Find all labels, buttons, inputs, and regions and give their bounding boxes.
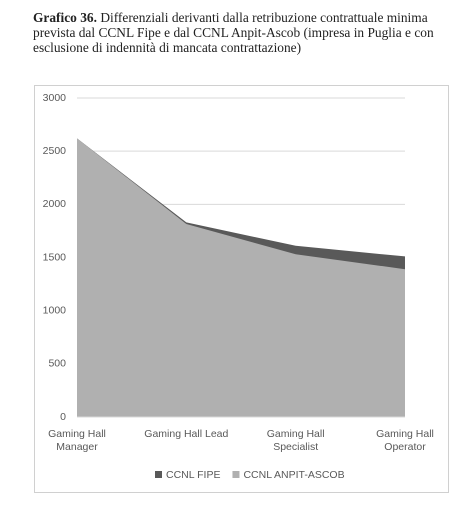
y-tick-label: 3000 bbox=[43, 92, 67, 104]
x-tick-line: Operator bbox=[384, 441, 426, 453]
y-tick-label: 500 bbox=[48, 358, 66, 370]
x-tick-line: Manager bbox=[56, 441, 98, 453]
x-tick-label: Gaming Hall Manager bbox=[48, 428, 106, 453]
x-tick-line: Gaming Hall bbox=[48, 428, 106, 440]
x-tick-line: Gaming Hall bbox=[376, 428, 434, 440]
x-tick-label: Gaming Hall Specialist bbox=[267, 428, 325, 453]
title-label: Grafico 36. bbox=[33, 10, 97, 25]
legend-swatch bbox=[155, 471, 162, 478]
y-tick-label: 2500 bbox=[43, 145, 67, 157]
legend-swatch bbox=[232, 471, 240, 478]
y-tick-label: 1500 bbox=[43, 251, 67, 263]
y-tick-label: 1000 bbox=[43, 304, 67, 316]
x-tick-line: Gaming Hall bbox=[267, 428, 325, 440]
y-tick-label: 0 bbox=[60, 411, 66, 423]
legend-label: CCNL ANPIT-ASCOB bbox=[243, 469, 344, 481]
x-tick-label: Gaming Hall Lead bbox=[144, 428, 228, 440]
legend-label: CCNL FIPE bbox=[166, 469, 220, 481]
area bbox=[77, 138, 405, 417]
chart-frame bbox=[34, 85, 449, 493]
y-tick-label: 2000 bbox=[43, 198, 67, 210]
chart-title: Grafico 36. Differenziali derivanti dall… bbox=[33, 10, 451, 55]
x-tick-line: Specialist bbox=[273, 441, 318, 453]
title-text: Differenziali derivanti dalla retribuzio… bbox=[33, 10, 434, 55]
x-tick-label: Gaming Hall Operator bbox=[376, 428, 434, 453]
